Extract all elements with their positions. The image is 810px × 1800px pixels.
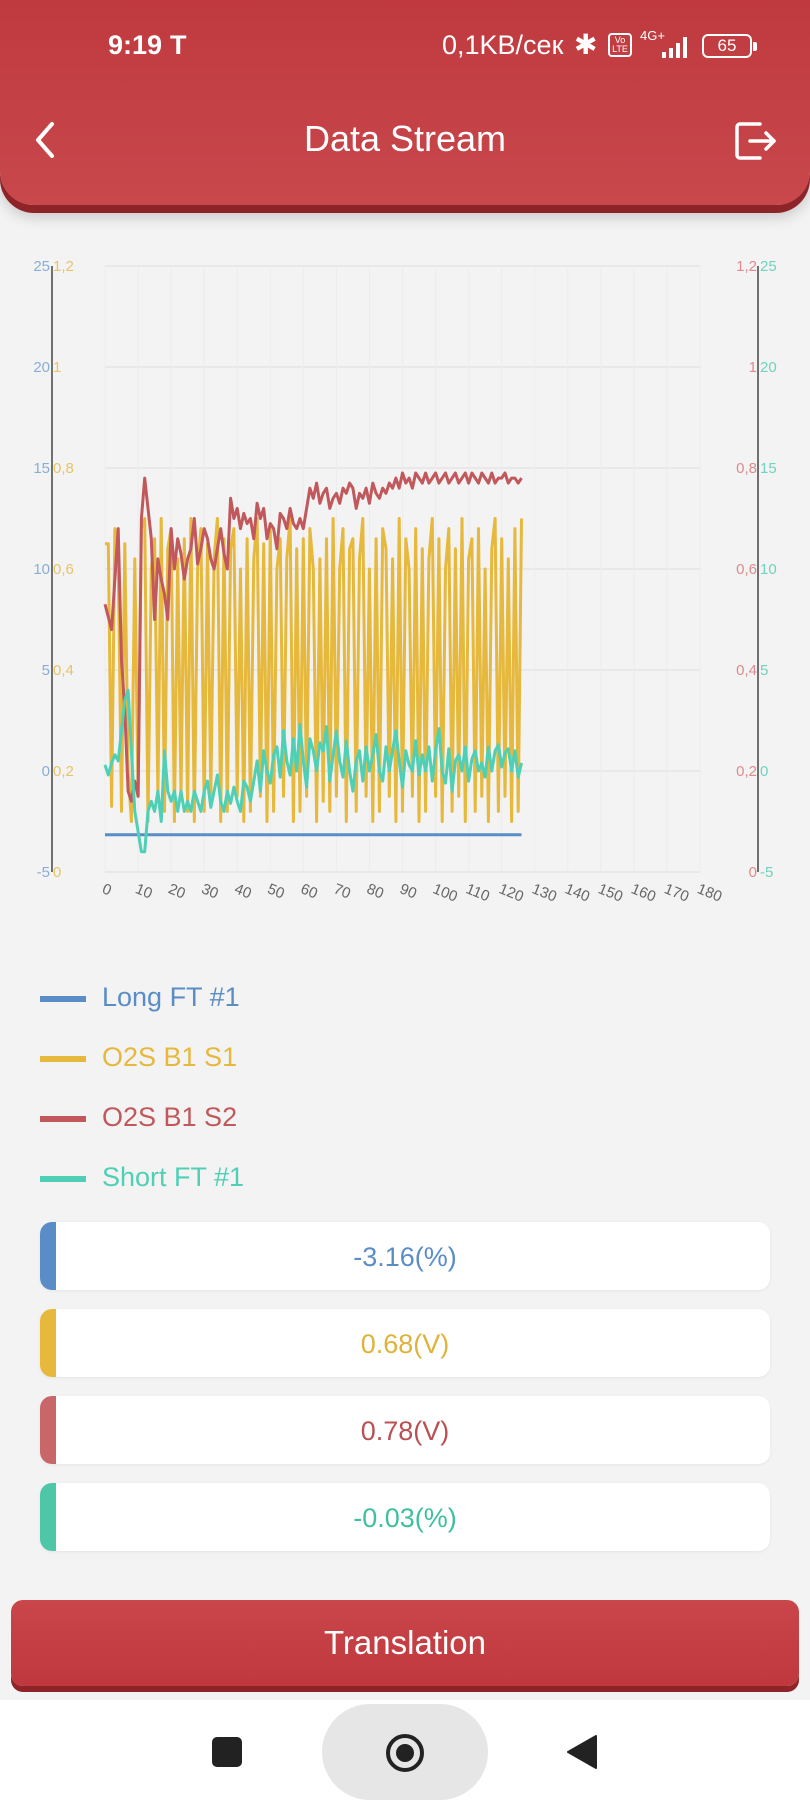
- legend-label: O2S B1 S1: [102, 1042, 238, 1072]
- y-tick-left-inner: 0,4: [53, 662, 74, 679]
- legend-label: Short FT #1: [102, 1162, 245, 1192]
- navigation-bar: [0, 1700, 810, 1800]
- x-tick-label: 80: [364, 880, 386, 902]
- y-tick-right-inner: 0,6: [736, 561, 757, 578]
- y-tick-left-outer: 0: [42, 763, 50, 780]
- value-stripe: [40, 1309, 56, 1377]
- y-tick-right-inner: 0,8: [736, 460, 757, 477]
- value-stripe: [40, 1483, 56, 1551]
- series-line-o2s-b1-s1: [105, 517, 523, 823]
- y-tick-right-outer: 0: [760, 763, 768, 780]
- x-tick-label: 100: [430, 880, 460, 905]
- y-tick-right-inner: 1,2: [736, 258, 757, 275]
- battery-icon: 65: [702, 34, 757, 58]
- x-tick-label: 40: [232, 880, 254, 902]
- x-tick-label: 10: [133, 880, 155, 902]
- y-tick-left-outer: 20: [33, 359, 50, 376]
- y-tick-left-outer: 5: [42, 662, 50, 679]
- x-tick-label: 150: [596, 880, 626, 905]
- y-tick-left-outer: 10: [33, 561, 50, 578]
- x-tick-label: 120: [496, 880, 526, 905]
- legend-swatch: [40, 1056, 86, 1062]
- x-tick-label: 0: [100, 880, 114, 899]
- recents-icon[interactable]: [212, 1737, 242, 1767]
- y-tick-right-outer: 25: [760, 258, 777, 275]
- y-tick-left-inner: 1,2: [53, 258, 74, 275]
- carrier-icon: T: [170, 30, 187, 60]
- page-title: Data Stream: [303, 118, 507, 159]
- legend-label: O2S B1 S2: [102, 1102, 238, 1132]
- series-line-o2s-b1-s2: [103, 471, 523, 803]
- home-icon[interactable]: [385, 1733, 425, 1773]
- legend-swatch: [40, 1116, 86, 1122]
- y-tick-right-inner: 0,2: [736, 763, 757, 780]
- x-tick-label: 30: [199, 880, 221, 902]
- value-card-long-ft[interactable]: -3.16(%): [40, 1222, 770, 1290]
- y-tick-left-outer: -5: [37, 864, 50, 881]
- network-type: 4G+: [640, 28, 665, 43]
- legend-swatch: [40, 1176, 86, 1182]
- series-line-short-ft-1: [103, 688, 523, 854]
- value-text: -0.03(%): [353, 1503, 457, 1533]
- y-tick-left-outer: 25: [33, 258, 50, 275]
- value-text: -3.16(%): [353, 1242, 457, 1272]
- legend-item-o2s-b1-s2: O2S B1 S2: [40, 1090, 440, 1150]
- y-tick-left-inner: 0,6: [53, 561, 74, 578]
- y-tick-right-outer: -5: [760, 864, 773, 881]
- back-triangle-icon[interactable]: [566, 1734, 598, 1770]
- y-tick-left-inner: 0: [53, 864, 61, 881]
- signal-icon: [662, 37, 687, 58]
- x-tick-label: 170: [662, 880, 692, 905]
- y-tick-right-outer: 20: [760, 359, 777, 376]
- y-tick-left-inner: 1: [53, 359, 61, 376]
- x-tick-label: 20: [166, 880, 188, 902]
- y-tick-left-outer: 15: [33, 460, 50, 477]
- y-tick-right-inner: 0,4: [736, 662, 757, 679]
- y-tick-left-inner: 0,2: [53, 763, 74, 780]
- value-card-o2s-b1-s1[interactable]: 0.68(V): [40, 1309, 770, 1377]
- y-tick-right-inner: 1: [749, 359, 757, 376]
- legend-swatch: [40, 996, 86, 1002]
- x-tick-label: 130: [530, 880, 560, 905]
- status-time: 9:19: [108, 30, 163, 60]
- y-tick-left-inner: 0,8: [53, 460, 74, 477]
- chevron-left-icon[interactable]: [26, 110, 66, 170]
- legend-item-short-ft: Short FT #1: [40, 1150, 440, 1210]
- legend-label: Long FT #1: [102, 982, 240, 1012]
- y-tick-right-outer: 15: [760, 460, 777, 477]
- network-speed: 0,1KB/сек: [442, 30, 564, 60]
- data-stream-chart: 2520151050-51,210,80,60,40,201,210,80,60…: [33, 258, 777, 906]
- y-tick-right-inner: 0: [749, 864, 757, 881]
- x-tick-label: 70: [331, 880, 353, 902]
- x-tick-label: 140: [563, 880, 593, 905]
- app-header: 9:19 T 0,1KB/сек ✱ Vo LTE 4G+ 65 Data St…: [0, 0, 810, 205]
- volte-icon: Vo LTE: [608, 33, 632, 57]
- legend-item-o2s-b1-s1: O2S B1 S1: [40, 1030, 440, 1090]
- legend-item-long-ft: Long FT #1: [40, 970, 440, 1030]
- value-text: 0.78(V): [360, 1416, 450, 1446]
- value-stripe: [40, 1222, 56, 1290]
- translation-button[interactable]: Translation: [11, 1600, 799, 1686]
- status-bar: 9:19 T 0,1KB/сек ✱ Vo LTE 4G+ 65: [0, 0, 810, 90]
- x-tick-label: 50: [265, 880, 287, 902]
- y-tick-right-outer: 5: [760, 662, 768, 679]
- exit-icon[interactable]: [730, 116, 780, 166]
- value-card-short-ft[interactable]: -0.03(%): [40, 1483, 770, 1551]
- y-tick-right-outer: 10: [760, 561, 777, 578]
- value-text: 0.68(V): [360, 1329, 450, 1359]
- value-card-o2s-b1-s2[interactable]: 0.78(V): [40, 1396, 770, 1464]
- x-tick-label: 180: [695, 880, 725, 905]
- x-tick-label: 60: [298, 880, 320, 902]
- value-stripe: [40, 1396, 56, 1464]
- bluetooth-icon: ✱: [574, 29, 598, 60]
- x-tick-label: 160: [629, 880, 659, 905]
- x-tick-label: 110: [463, 880, 492, 905]
- x-tick-label: 90: [397, 880, 419, 902]
